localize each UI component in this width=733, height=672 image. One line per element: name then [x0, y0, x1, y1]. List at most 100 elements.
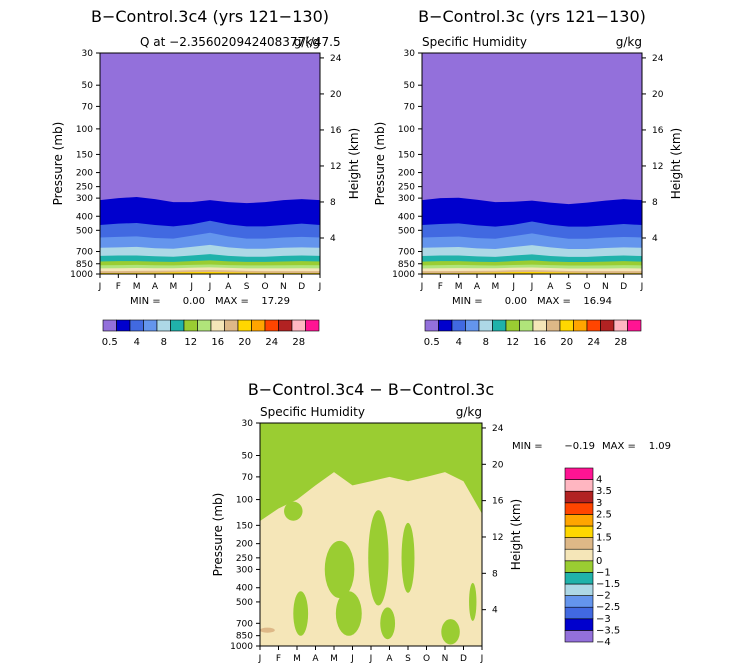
- month-tick-label: A: [386, 654, 393, 664]
- month-tick-label: J: [640, 282, 644, 292]
- pressure-axis-label: Pressure (mb): [373, 122, 387, 206]
- height-axis-label: Height (km): [347, 128, 361, 199]
- height-tick-label: 8: [652, 198, 658, 208]
- height-tick-label: 20: [330, 90, 342, 100]
- colorbar-1-label: 4: [134, 337, 140, 348]
- diff-colorbar-label: 3: [596, 498, 602, 509]
- month-tick-label: M: [455, 282, 463, 292]
- colorbar-2-label: 8: [483, 337, 489, 348]
- diff-colorbar-swatch: [564, 479, 594, 492]
- stat-max-label: MAX =: [537, 296, 571, 307]
- pressure-tick-label: 100: [76, 125, 93, 135]
- pressure-tick-label: 70: [82, 102, 94, 112]
- colorbar-2-swatch: [438, 319, 453, 332]
- height-tick-label: 12: [492, 533, 503, 543]
- diff-patch-9: [469, 582, 477, 621]
- diff-colorbar-swatch: [564, 630, 594, 643]
- colorbar-2-swatch: [586, 319, 601, 332]
- pressure-tick-label: 400: [236, 584, 253, 594]
- colorbar-1-label: 20: [238, 337, 251, 348]
- colorbar-2-label: 4: [456, 337, 462, 348]
- pressure-tick-label: 100: [236, 496, 253, 506]
- month-tick-label: F: [438, 282, 443, 292]
- pressure-tick-label: 30: [404, 49, 416, 59]
- diff-colorbar-label: 2.5: [596, 509, 612, 520]
- diff-patch-8: [441, 619, 460, 645]
- pressure-tick-label: 200: [236, 540, 253, 550]
- colorbar-1-label: 16: [211, 337, 224, 348]
- pressure-tick-label: 250: [236, 554, 253, 564]
- height-tick-label: 16: [330, 126, 342, 136]
- month-tick-label: D: [298, 282, 305, 292]
- colorbar-1-swatch: [210, 319, 225, 332]
- diff-colorbar-swatch: [564, 618, 594, 631]
- height-axis-label: Height (km): [669, 128, 683, 199]
- colorbar-1-swatch: [197, 319, 212, 332]
- month-tick-label: J: [420, 282, 424, 292]
- colorbar-2-swatch: [478, 319, 493, 332]
- month-tick-label: M: [133, 282, 141, 292]
- colorbar-1-swatch: [183, 319, 198, 332]
- diff-colorbar-swatch: [564, 525, 594, 538]
- pressure-tick-label: 50: [404, 81, 416, 91]
- colorbar-1-swatch: [224, 319, 239, 332]
- month-tick-label: J: [208, 282, 212, 292]
- panel-title: B−Control.3c4 (yrs 121−130): [91, 7, 329, 26]
- height-tick-label: 8: [492, 569, 498, 579]
- diff-colorbar-swatch: [564, 537, 594, 550]
- month-tick-label: N: [280, 282, 287, 292]
- diff-colorbar-label: 0: [596, 556, 602, 567]
- month-tick-label: J: [98, 282, 102, 292]
- stat-max-value: 1.09: [649, 441, 671, 452]
- pressure-tick-label: 250: [398, 183, 415, 193]
- contour-band-14: [100, 271, 320, 274]
- pressure-tick-label: 200: [398, 169, 415, 179]
- month-tick-label: M: [491, 282, 499, 292]
- pressure-tick-label: 500: [398, 226, 415, 236]
- height-tick-label: 16: [492, 497, 504, 507]
- diff-patch-1: [284, 501, 303, 521]
- month-tick-label: A: [547, 282, 554, 292]
- diff-colorbar-label: 1: [596, 544, 602, 555]
- pressure-tick-label: 250: [76, 183, 93, 193]
- panel-title: B−Control.3c4 − B−Control.3c: [248, 380, 494, 399]
- diff-colorbar-swatch: [564, 490, 594, 504]
- colorbar-1-swatch: [116, 319, 131, 332]
- colorbar-1-label: 0.5: [102, 337, 118, 348]
- colorbar-2-swatch: [424, 319, 439, 332]
- colorbar-2-label: 16: [533, 337, 546, 348]
- pressure-tick-label: 50: [82, 81, 94, 91]
- diff-colorbar-label: −1: [596, 567, 611, 578]
- colorbar-1-label: 8: [161, 337, 167, 348]
- colorbar-1-swatch: [305, 319, 320, 332]
- plot-area-2: [422, 53, 642, 274]
- panel-subtitle: Q at −2.356020942408377(/47.5: [140, 35, 341, 49]
- month-tick-label: J: [480, 654, 484, 664]
- month-tick-label: J: [189, 282, 193, 292]
- height-tick-label: 4: [652, 234, 658, 244]
- pressure-tick-label: 100: [398, 125, 415, 135]
- pressure-tick-label: 850: [236, 632, 253, 642]
- stat-min-value: 0.00: [505, 296, 527, 307]
- colorbar-1-label: 12: [184, 337, 197, 348]
- colorbar-1-label: 28: [292, 337, 305, 348]
- diff-patch-4: [401, 522, 415, 593]
- height-axis-label: Height (km): [509, 499, 523, 570]
- panel-subtitle: Specific Humidity: [422, 35, 527, 49]
- diff-colorbar-label: −4: [596, 637, 611, 648]
- colorbar-2-swatch: [465, 319, 480, 332]
- diff-colorbar-label: −2: [596, 591, 611, 602]
- height-tick-label: 8: [330, 198, 336, 208]
- month-tick-label: F: [116, 282, 121, 292]
- month-tick-label: D: [460, 654, 467, 664]
- month-tick-label: S: [405, 654, 411, 664]
- colorbar-2-swatch: [451, 319, 466, 332]
- month-tick-label: D: [620, 282, 627, 292]
- colorbar-1-swatch: [264, 319, 279, 332]
- diff-colorbar-label: −3: [596, 614, 611, 625]
- pressure-tick-label: 850: [76, 260, 93, 270]
- diff-colorbar-label: −1.5: [596, 579, 620, 590]
- month-tick-label: O: [261, 282, 268, 292]
- month-tick-label: N: [602, 282, 609, 292]
- colorbar-1-swatch: [291, 319, 306, 332]
